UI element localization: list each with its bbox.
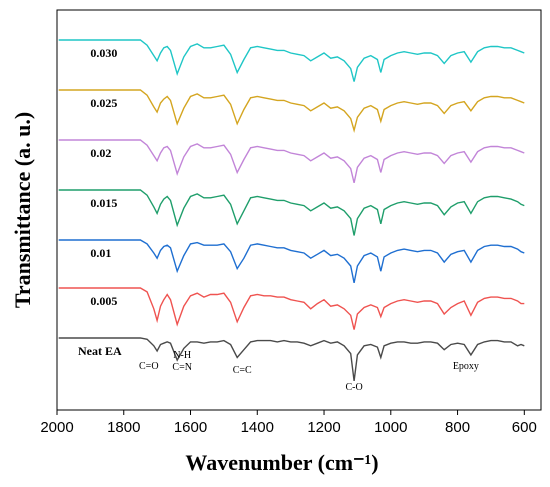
series-label: 0.015	[90, 196, 117, 210]
series-label: 0.025	[90, 96, 117, 110]
series-label: 0.005	[90, 294, 117, 308]
peak-annotation: C=N	[172, 362, 192, 373]
series-line-0-025	[58, 89, 525, 133]
peak-annotation: Epoxy	[453, 361, 479, 372]
series-labels: Neat EA 0.005 0.01 0.015 0.02 0.025 0.030	[78, 46, 122, 358]
series-label: 0.01	[90, 246, 111, 260]
y-axis-title: Transmittance (a. u.)	[10, 112, 35, 308]
peak-annotation: C=O	[139, 361, 159, 372]
x-tick-label: 1400	[241, 419, 274, 436]
x-tick-label: 800	[445, 419, 470, 436]
annotations: C=O N-HC=N C=C C-O Epoxy	[139, 350, 479, 393]
x-tick-label: 600	[512, 419, 537, 436]
series-line-0-005	[58, 287, 525, 330]
x-tick-label: 1000	[374, 419, 407, 436]
peak-annotation: C-O	[345, 382, 362, 393]
plot-frame	[56, 9, 542, 411]
x-tick-label: 2000	[40, 419, 73, 436]
series-line-0-01	[58, 239, 525, 284]
series-line-0-02	[58, 139, 525, 184]
series-label: 0.02	[90, 146, 111, 160]
x-tick-label: 1200	[307, 419, 340, 436]
plot-area	[56, 9, 542, 411]
series-group	[58, 39, 525, 381]
series-line-0-015	[58, 189, 525, 236]
peak-annotation: N-H	[173, 350, 191, 361]
x-axis-title: Wavenumber (cm⁻¹)	[185, 450, 378, 475]
peak-annotation: C=C	[233, 365, 252, 376]
series-label: 0.030	[90, 46, 117, 60]
series-line-0-030	[58, 39, 525, 82]
x-axis: 2000 1800 1600 1400 1200 1000 800 600	[40, 410, 537, 436]
series-line-neat-ea	[58, 337, 525, 381]
series-label: Neat EA	[78, 344, 122, 358]
x-tick-label: 1800	[107, 419, 140, 436]
x-tick-label: 1600	[174, 419, 207, 436]
